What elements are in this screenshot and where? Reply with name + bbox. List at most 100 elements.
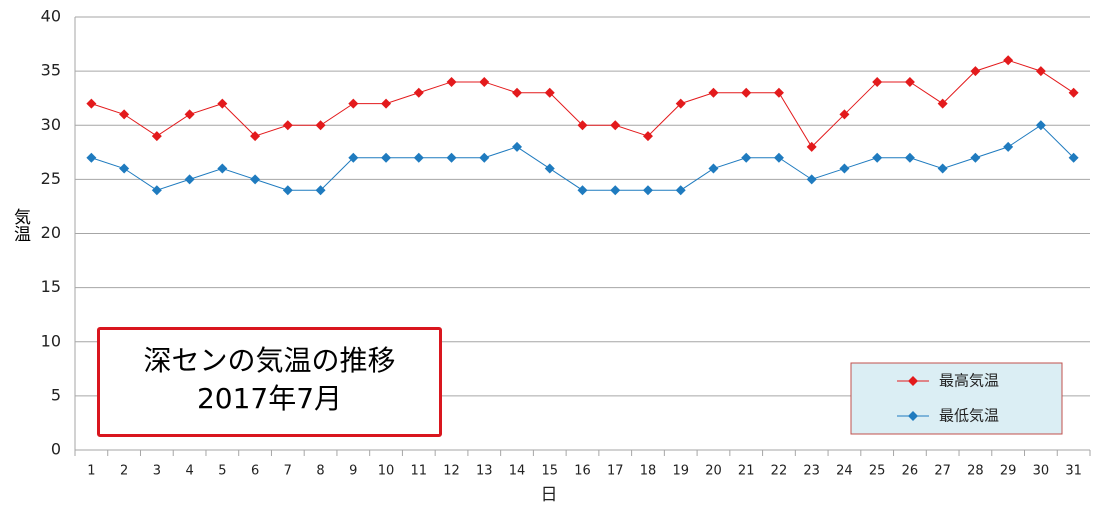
legend-box — [850, 362, 1063, 435]
data-point — [839, 109, 850, 120]
x-tick-label: 4 — [185, 464, 193, 479]
x-tick-label: 19 — [672, 464, 689, 479]
data-point — [675, 98, 686, 109]
chart-title: 深センの気温の推移 — [143, 344, 396, 377]
x-tick-label: 12 — [443, 464, 460, 479]
data-point — [119, 109, 130, 120]
y-tick-label: 5 — [51, 385, 61, 404]
data-point — [1035, 120, 1046, 131]
data-point — [86, 152, 97, 163]
data-point — [184, 174, 195, 185]
data-point — [773, 87, 784, 98]
x-tick-label: 6 — [251, 464, 259, 479]
x-tick-label: 11 — [411, 464, 428, 479]
title-box: 深センの気温の推移 2017年7月 — [97, 327, 442, 437]
x-tick-label: 5 — [218, 464, 226, 479]
x-tick-label: 13 — [476, 464, 493, 479]
x-tick-label: 18 — [640, 464, 657, 479]
data-point — [577, 120, 588, 131]
x-tick-label: 31 — [1065, 464, 1082, 479]
data-point — [872, 152, 883, 163]
data-point — [1068, 152, 1079, 163]
series-line — [91, 124, 1074, 191]
x-tick-label: 17 — [607, 464, 624, 479]
data-point — [315, 120, 326, 131]
data-point — [413, 87, 424, 98]
data-point — [381, 152, 392, 163]
data-point — [348, 98, 359, 109]
data-point — [839, 163, 850, 174]
data-point — [217, 98, 228, 109]
data-point — [708, 87, 719, 98]
data-point — [610, 185, 621, 196]
data-point — [872, 76, 883, 87]
x-tick-label: 20 — [705, 464, 722, 479]
x-tick-label: 26 — [902, 464, 919, 479]
data-point — [741, 87, 752, 98]
data-point — [610, 120, 621, 131]
x-tick-label: 9 — [349, 464, 357, 479]
x-tick-label: 22 — [771, 464, 788, 479]
legend-label: 最低気温 — [939, 407, 999, 425]
data-point — [446, 76, 457, 87]
y-tick-label: 40 — [41, 7, 61, 26]
data-point — [151, 131, 162, 142]
x-tick-label: 7 — [284, 464, 292, 479]
legend-marker — [908, 376, 918, 386]
legend-label: 最高気温 — [939, 372, 999, 390]
x-tick-label: 8 — [316, 464, 324, 479]
data-point — [970, 152, 981, 163]
data-point — [708, 163, 719, 174]
data-point — [381, 98, 392, 109]
y-tick-label: 20 — [41, 223, 61, 242]
data-point — [773, 152, 784, 163]
data-point — [479, 152, 490, 163]
data-point — [413, 152, 424, 163]
series-line — [91, 59, 1074, 148]
x-tick-label: 23 — [803, 464, 820, 479]
data-point — [904, 152, 915, 163]
data-point — [250, 174, 261, 185]
data-point — [512, 87, 523, 98]
x-tick-label: 1 — [87, 464, 95, 479]
data-point — [151, 185, 162, 196]
grid — [75, 16, 1090, 451]
x-tick-label: 30 — [1033, 464, 1050, 479]
data-point — [315, 185, 326, 196]
x-tick-label: 3 — [153, 464, 161, 479]
data-point — [904, 76, 915, 87]
y-tick-label: 30 — [41, 115, 61, 134]
y-tick-label: 10 — [41, 331, 61, 350]
y-tick-label: 15 — [41, 277, 61, 296]
x-axis-label: 日 — [541, 485, 558, 505]
data-point — [217, 163, 228, 174]
y-tick-label: 35 — [41, 61, 61, 80]
data-point — [544, 163, 555, 174]
x-tick-label: 28 — [967, 464, 984, 479]
data-point — [479, 76, 490, 87]
data-point — [1003, 55, 1014, 66]
data-point — [282, 185, 293, 196]
data-point — [119, 163, 130, 174]
x-tick-label: 27 — [934, 464, 951, 479]
x-tick-label: 10 — [378, 464, 395, 479]
data-point — [642, 185, 653, 196]
data-point — [970, 66, 981, 77]
data-point — [446, 152, 457, 163]
x-tick-label: 25 — [869, 464, 886, 479]
data-point — [184, 109, 195, 120]
data-point — [250, 131, 261, 142]
data-point — [1068, 87, 1079, 98]
x-tick-label: 14 — [509, 464, 526, 479]
data-point — [1003, 141, 1014, 152]
data-point — [741, 152, 752, 163]
y-tick-label: 25 — [41, 169, 61, 188]
chart-subtitle: 2017年7月 — [196, 382, 343, 415]
data-point — [282, 120, 293, 131]
x-tick-label: 16 — [574, 464, 591, 479]
data-point — [512, 141, 523, 152]
y-axis-label: 気温 — [10, 208, 30, 242]
y-tick-label: 0 — [51, 440, 61, 459]
